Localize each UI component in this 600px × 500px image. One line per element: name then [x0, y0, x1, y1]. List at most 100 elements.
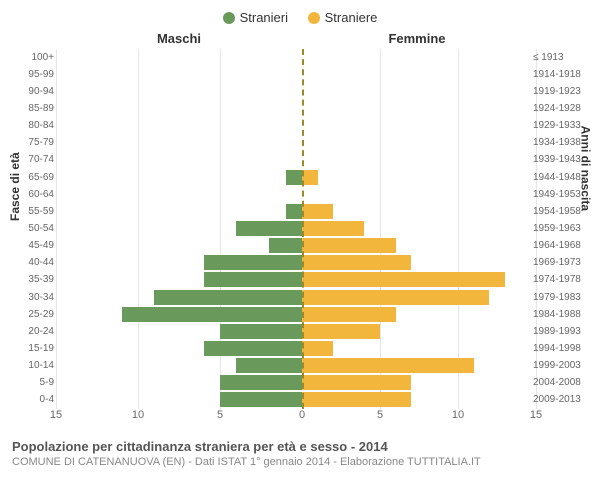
age-label: 40-44: [12, 254, 54, 271]
age-labels: 100+95-9990-9485-8980-8475-7970-7465-696…: [12, 49, 54, 409]
age-label: 5-9: [12, 374, 54, 391]
birth-label: 1959-1963: [533, 220, 588, 237]
birth-label: 1974-1978: [533, 271, 588, 288]
age-label: 25-29: [12, 306, 54, 323]
pyramid-row: [56, 306, 536, 323]
age-label: 80-84: [12, 117, 54, 134]
female-column-title: Femmine: [302, 31, 532, 46]
birth-label: 1954-1958: [533, 203, 588, 220]
birth-label: 1979-1983: [533, 289, 588, 306]
birth-label: 1949-1953: [533, 186, 588, 203]
pyramid-row: [56, 134, 536, 151]
bar-male: [122, 307, 302, 322]
age-label: 75-79: [12, 134, 54, 151]
bar-female: [302, 204, 333, 219]
footer-title: Popolazione per cittadinanza straniera p…: [12, 439, 588, 454]
age-label: 60-64: [12, 186, 54, 203]
birth-label: 1924-1928: [533, 100, 588, 117]
legend-swatch-female: [308, 12, 320, 24]
bar-male: [204, 341, 302, 356]
legend-label-male: Stranieri: [240, 10, 288, 25]
birth-label: 1984-1988: [533, 306, 588, 323]
legend-label-female: Straniere: [325, 10, 378, 25]
bar-female: [302, 392, 411, 407]
birth-label: 1919-1923: [533, 83, 588, 100]
age-label: 85-89: [12, 100, 54, 117]
pyramid-row: [56, 186, 536, 203]
pyramid-row: [56, 254, 536, 271]
pyramid-row: [56, 340, 536, 357]
legend-item-male: Stranieri: [223, 10, 288, 25]
age-label: 20-24: [12, 323, 54, 340]
bar-male: [220, 392, 302, 407]
bar-female: [302, 375, 411, 390]
age-label: 90-94: [12, 83, 54, 100]
pyramid-row: [56, 289, 536, 306]
bar-male: [154, 290, 302, 305]
age-label: 50-54: [12, 220, 54, 237]
pyramid-row: [56, 83, 536, 100]
pyramid-row: [56, 391, 536, 408]
pyramid-row: [56, 203, 536, 220]
age-label: 45-49: [12, 237, 54, 254]
birth-label: 1939-1943: [533, 151, 588, 168]
age-label: 15-19: [12, 340, 54, 357]
pyramid-row: [56, 237, 536, 254]
x-tick: 10: [132, 409, 144, 421]
age-label: 65-69: [12, 169, 54, 186]
bar-female: [302, 341, 333, 356]
pyramid-row: [56, 169, 536, 186]
footer-subtitle: COMUNE DI CATENANUOVA (EN) - Dati ISTAT …: [12, 456, 588, 468]
footer: Popolazione per cittadinanza straniera p…: [12, 439, 588, 468]
bar-female: [302, 324, 380, 339]
bar-female: [302, 170, 318, 185]
birth-labels: ≤ 19131914-19181919-19231924-19281929-19…: [533, 49, 588, 409]
column-titles: Maschi Femmine: [12, 31, 588, 49]
x-axis: 15105051015: [56, 409, 536, 433]
x-tick: 15: [530, 409, 542, 421]
birth-label: 1964-1968: [533, 237, 588, 254]
age-label: 55-59: [12, 203, 54, 220]
x-tick: 5: [377, 409, 383, 421]
age-label: 35-39: [12, 271, 54, 288]
legend-item-female: Straniere: [308, 10, 378, 25]
bar-male: [220, 324, 302, 339]
bar-female: [302, 221, 364, 236]
pyramid-row: [56, 151, 536, 168]
bar-male: [286, 170, 302, 185]
birth-label: 1999-2003: [533, 357, 588, 374]
birth-label: 1969-1973: [533, 254, 588, 271]
age-label: 95-99: [12, 66, 54, 83]
birth-label: 1934-1938: [533, 134, 588, 151]
pyramid-row: [56, 271, 536, 288]
pyramid-row: [56, 357, 536, 374]
x-tick: 0: [299, 409, 305, 421]
chart-area: Maschi Femmine Fasce di età Anni di nasc…: [12, 31, 588, 433]
birth-label: 2009-2013: [533, 391, 588, 408]
birth-label: 1944-1948: [533, 169, 588, 186]
legend-swatch-male: [223, 12, 235, 24]
legend: Stranieri Straniere: [12, 10, 588, 27]
pyramid-row: [56, 220, 536, 237]
bar-male: [204, 272, 302, 287]
x-tick: 5: [217, 409, 223, 421]
bar-male: [286, 204, 302, 219]
bar-female: [302, 272, 505, 287]
age-label: 70-74: [12, 151, 54, 168]
birth-label: 1994-1998: [533, 340, 588, 357]
center-axis-line: [302, 49, 304, 409]
pyramid-row: [56, 100, 536, 117]
bar-male: [220, 375, 302, 390]
bar-female: [302, 307, 396, 322]
bar-female: [302, 290, 489, 305]
birth-label: ≤ 1913: [533, 49, 588, 66]
birth-label: 1989-1993: [533, 323, 588, 340]
age-label: 100+: [12, 49, 54, 66]
bar-male: [204, 255, 302, 270]
chart-container: Stranieri Straniere Maschi Femmine Fasce…: [0, 0, 600, 500]
bar-female: [302, 255, 411, 270]
age-label: 30-34: [12, 289, 54, 306]
birth-label: 1929-1933: [533, 117, 588, 134]
bar-male: [269, 238, 302, 253]
age-label: 0-4: [12, 391, 54, 408]
